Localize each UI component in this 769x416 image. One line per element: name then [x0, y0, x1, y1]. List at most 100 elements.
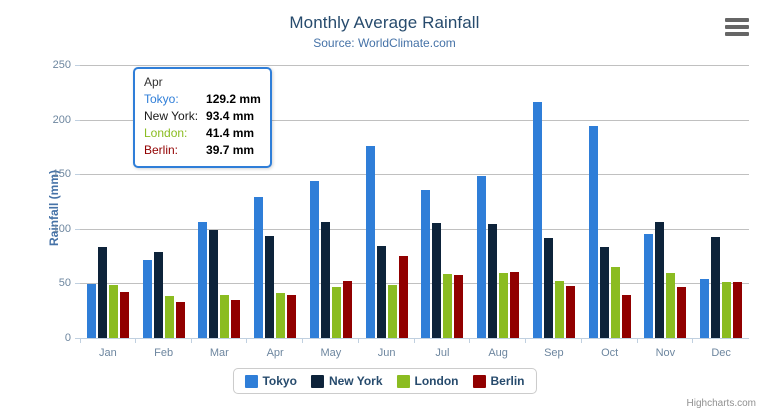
- bar-london[interactable]: [443, 273, 453, 338]
- bar-tokyo[interactable]: [477, 175, 487, 338]
- y-axis-tick-label: 250: [52, 59, 71, 71]
- bar-tokyo[interactable]: [142, 259, 152, 338]
- bar-new-york[interactable]: [488, 224, 498, 338]
- tooltip-row: London: 41.4 mm: [144, 125, 261, 142]
- x-axis-tick-label: Feb: [154, 347, 174, 359]
- bar-new-york[interactable]: [543, 238, 553, 338]
- hamburger-menu-icon[interactable]: [725, 18, 749, 36]
- tooltip-header: Apr: [144, 75, 163, 89]
- x-axis-tick-label: Dec: [711, 347, 731, 359]
- bar-tokyo[interactable]: [644, 233, 654, 338]
- bar-new-york[interactable]: [376, 245, 386, 338]
- bar-new-york[interactable]: [711, 237, 721, 338]
- bar-group: Oct: [582, 65, 638, 359]
- legend-item-tokyo[interactable]: Tokyo: [244, 374, 297, 388]
- gridline: [80, 283, 749, 285]
- bar-group: Jan: [80, 65, 136, 359]
- bar-new-york[interactable]: [599, 246, 609, 338]
- bar-berlin[interactable]: [454, 275, 464, 338]
- gridline: [80, 228, 749, 230]
- tooltip-series-value: 93.4 mm: [206, 109, 255, 123]
- bar-tokyo[interactable]: [588, 126, 598, 338]
- y-axis-tick: [75, 65, 80, 66]
- bar-berlin[interactable]: [287, 294, 297, 338]
- bar-group: Sep: [526, 65, 582, 359]
- bar-london[interactable]: [554, 280, 564, 338]
- bar-berlin[interactable]: [565, 286, 575, 338]
- bar-group: Nov: [638, 65, 694, 359]
- x-axis-tick-label: Jan: [99, 347, 117, 359]
- bar-berlin[interactable]: [342, 280, 352, 338]
- bar-tokyo[interactable]: [421, 189, 431, 338]
- bar-tokyo[interactable]: [365, 145, 375, 338]
- bar-berlin[interactable]: [621, 295, 631, 338]
- bar-berlin[interactable]: [119, 291, 129, 338]
- bar-new-york[interactable]: [265, 236, 275, 338]
- x-axis-tick-label: Jul: [435, 347, 450, 359]
- bar-tokyo[interactable]: [198, 221, 208, 338]
- bar-tokyo[interactable]: [86, 283, 96, 338]
- bar-group: Feb: [136, 65, 192, 359]
- bar-new-york[interactable]: [655, 221, 665, 338]
- x-axis-tick-label: Apr: [266, 347, 284, 359]
- tooltip-row: Tokyo: 129.2 mm: [144, 91, 261, 108]
- tooltip-row: New York: 93.4 mm: [144, 108, 261, 125]
- y-axis-tick-label: 150: [52, 168, 71, 181]
- tooltip: Apr Tokyo: 129.2 mm New York: 93.4 mm London…: [133, 67, 272, 168]
- legend-swatch-icon: [396, 374, 410, 388]
- y-axis-tick: [75, 338, 80, 339]
- bar-berlin[interactable]: [398, 255, 408, 338]
- bar-berlin[interactable]: [733, 282, 743, 338]
- bar-london[interactable]: [276, 292, 286, 338]
- gridline: [80, 65, 749, 66]
- bar-berlin[interactable]: [677, 286, 687, 338]
- x-axis-tick: [80, 338, 81, 343]
- bar-new-york[interactable]: [320, 222, 330, 338]
- chart-title: Monthly Average Rainfall: [289, 13, 480, 32]
- y-axis-tick: [75, 119, 80, 121]
- bar-tokyo[interactable]: [309, 180, 319, 338]
- legend-item-label: New York: [328, 374, 383, 388]
- bar-new-york[interactable]: [153, 251, 163, 338]
- bar-london[interactable]: [108, 284, 118, 338]
- bar-group: Apr: [247, 65, 303, 359]
- bar-london[interactable]: [666, 273, 676, 338]
- bar-london[interactable]: [220, 295, 230, 338]
- x-axis-tick-label: Sep: [544, 347, 564, 359]
- bar-london[interactable]: [331, 286, 341, 338]
- bar-tokyo[interactable]: [254, 196, 264, 338]
- tooltip-table: Tokyo: 129.2 mm New York: 93.4 mm London: 41.…: [144, 91, 261, 159]
- tooltip-series-name: New York:: [144, 109, 199, 123]
- bar-group: Jun: [359, 65, 415, 359]
- tooltip-series-name: Tokyo:: [144, 92, 179, 106]
- bar-tokyo[interactable]: [700, 278, 710, 338]
- bar-london[interactable]: [499, 272, 509, 338]
- bar-berlin[interactable]: [231, 300, 241, 338]
- bar-new-york[interactable]: [209, 230, 219, 338]
- bar-london[interactable]: [722, 282, 732, 338]
- y-axis-tick: [75, 228, 80, 230]
- y-axis-tick: [75, 174, 80, 176]
- gridline: [80, 119, 749, 121]
- bar-group: Dec: [693, 65, 749, 359]
- tooltip-series-name: Berlin:: [144, 143, 179, 157]
- bar-london[interactable]: [164, 295, 174, 338]
- bar-london[interactable]: [387, 285, 397, 338]
- bar-group: Jul: [415, 65, 471, 359]
- bar-berlin[interactable]: [510, 272, 520, 338]
- bar-new-york[interactable]: [97, 246, 107, 338]
- credits-link[interactable]: Highcharts.com: [686, 398, 756, 409]
- legend-item-berlin[interactable]: Berlin: [472, 374, 525, 388]
- legend-item-label: Berlin: [490, 374, 525, 388]
- bar-berlin[interactable]: [175, 301, 185, 338]
- bar-london[interactable]: [610, 266, 620, 338]
- legend-item-london[interactable]: London: [396, 374, 459, 388]
- hamburger-line: [725, 25, 749, 29]
- legend-item-label: London: [414, 374, 459, 388]
- legend-item-new-york[interactable]: New York: [310, 374, 383, 388]
- tooltip-series-value: 41.4 mm: [206, 126, 255, 140]
- bar-group: May: [303, 65, 359, 359]
- bar-new-york[interactable]: [432, 223, 442, 338]
- x-axis-tick-label: Aug: [488, 347, 508, 359]
- bar-tokyo[interactable]: [532, 101, 542, 338]
